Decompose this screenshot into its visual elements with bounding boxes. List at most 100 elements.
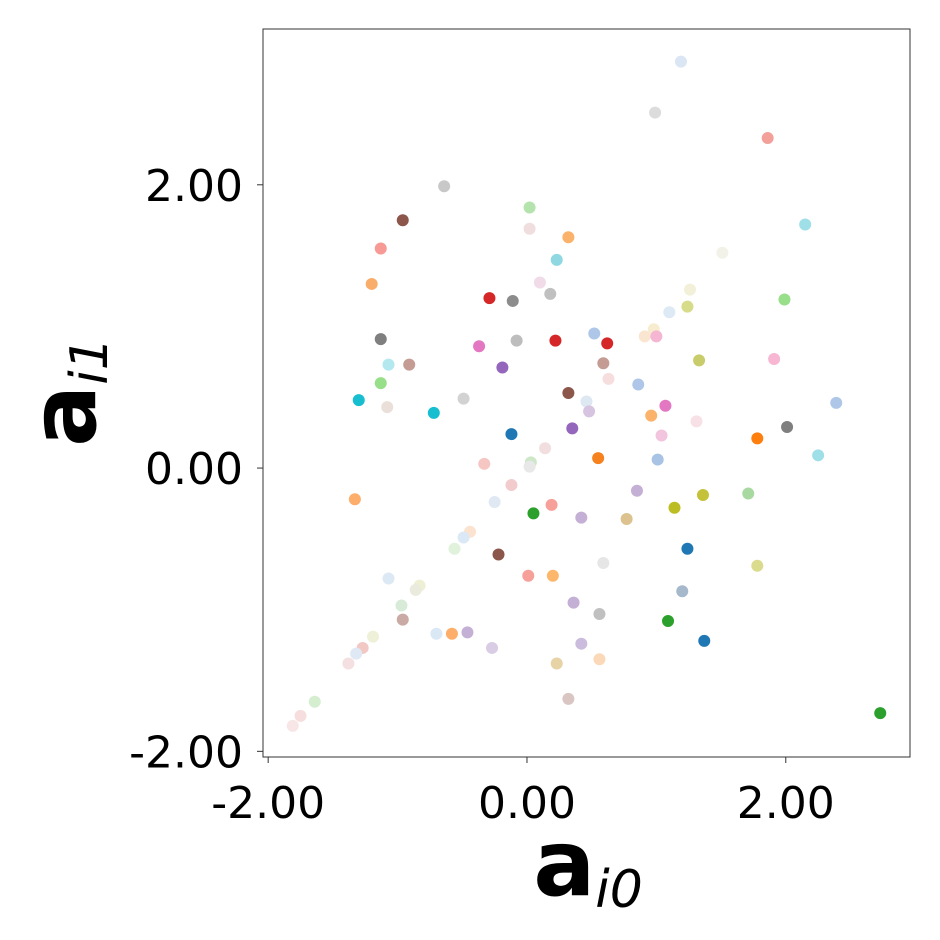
point <box>830 396 843 409</box>
x-tick-label: -2.00 <box>211 778 325 829</box>
point <box>348 493 361 506</box>
y-label-sub: i1 <box>60 337 120 385</box>
point <box>430 627 443 640</box>
point <box>448 542 461 555</box>
point <box>874 707 887 720</box>
point <box>461 626 474 639</box>
point <box>382 572 395 585</box>
point <box>478 457 491 470</box>
point <box>374 242 387 255</box>
point <box>473 340 486 353</box>
point <box>342 657 355 670</box>
point <box>374 333 387 346</box>
point <box>630 484 643 497</box>
point <box>505 428 518 441</box>
point <box>527 507 540 520</box>
point <box>308 695 321 708</box>
point <box>593 607 606 620</box>
point <box>438 180 451 193</box>
point <box>457 392 470 405</box>
point <box>395 599 408 612</box>
point <box>645 409 658 422</box>
point <box>374 377 387 390</box>
point <box>396 214 409 227</box>
point <box>781 420 794 433</box>
point <box>488 496 501 509</box>
point <box>550 253 563 266</box>
point <box>593 653 606 666</box>
point <box>522 569 535 582</box>
point <box>655 429 668 442</box>
point <box>668 501 681 514</box>
point <box>698 634 711 647</box>
point <box>445 627 458 640</box>
plot-frame <box>262 28 911 758</box>
point <box>350 647 363 660</box>
point <box>427 406 440 419</box>
point <box>751 432 764 445</box>
point <box>583 405 596 418</box>
point <box>544 287 557 300</box>
y-label-main: a <box>10 385 117 447</box>
point <box>650 330 663 343</box>
x-axis-label: ai0 <box>533 810 643 920</box>
point <box>486 641 499 654</box>
x-tick-label: 2.00 <box>737 778 835 829</box>
point <box>549 334 562 347</box>
point <box>562 692 575 705</box>
point <box>492 548 505 561</box>
point <box>409 583 422 596</box>
point <box>690 415 703 428</box>
point <box>396 613 409 626</box>
y-tick-label: 2.00 <box>145 161 243 212</box>
point <box>676 585 689 598</box>
point <box>651 453 664 466</box>
point <box>663 306 676 319</box>
point <box>545 498 558 511</box>
point <box>510 334 523 347</box>
y-tick-label: 0.00 <box>145 444 243 495</box>
point <box>597 556 610 569</box>
point <box>588 327 601 340</box>
point <box>693 354 706 367</box>
point <box>659 399 672 412</box>
point <box>562 231 575 244</box>
y-axis-label: ai1 <box>10 337 120 447</box>
point <box>696 488 709 501</box>
point <box>352 394 365 407</box>
point <box>546 569 559 582</box>
point <box>602 372 615 385</box>
point <box>751 559 764 572</box>
point <box>523 222 536 235</box>
point <box>496 361 509 374</box>
point <box>483 292 496 305</box>
point <box>550 657 563 670</box>
point <box>662 615 675 628</box>
point <box>684 283 697 296</box>
point <box>382 358 395 371</box>
point <box>539 442 552 455</box>
point <box>649 106 662 119</box>
point <box>799 218 812 231</box>
point <box>716 246 729 259</box>
point <box>681 542 694 555</box>
point <box>761 132 774 145</box>
x-label-sub: i0 <box>595 860 643 920</box>
point <box>286 719 299 732</box>
x-tick-label: 0.00 <box>478 778 576 829</box>
point <box>523 201 536 214</box>
point <box>365 277 378 290</box>
point <box>403 358 416 371</box>
point <box>778 293 791 306</box>
y-tick-label: -2.00 <box>129 727 243 778</box>
point <box>523 460 536 473</box>
point <box>742 487 755 500</box>
point <box>366 630 379 643</box>
point <box>294 709 307 722</box>
point <box>575 511 588 524</box>
point <box>620 513 633 526</box>
point <box>381 401 394 414</box>
point <box>580 395 593 408</box>
point <box>638 330 651 343</box>
